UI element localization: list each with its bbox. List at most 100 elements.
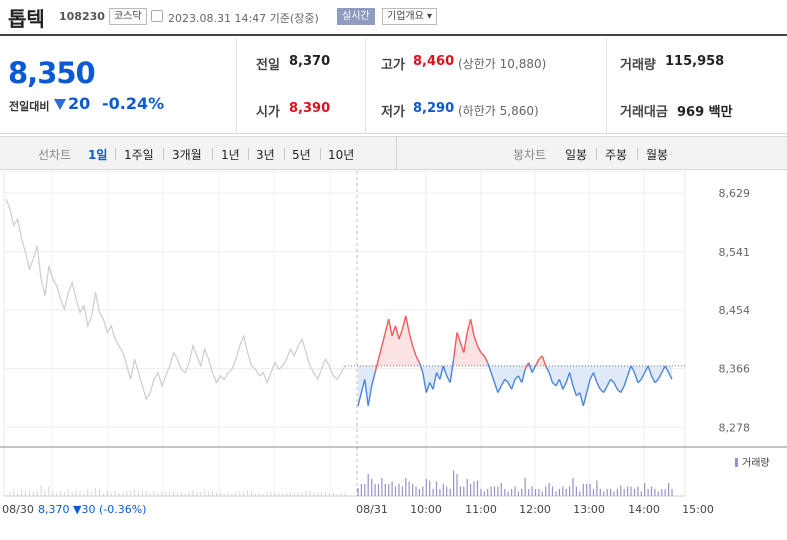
price-segment-up: [483, 355, 489, 363]
volume-bar: [367, 474, 369, 496]
toolbar-separator: [320, 148, 321, 160]
volume-bar: [391, 481, 393, 496]
volume-legend-label: 거래량: [742, 457, 770, 469]
volume-bar: [422, 486, 424, 496]
prev-day-close: 8,370: [38, 503, 73, 516]
price-segment-down: [510, 379, 516, 390]
price-segment-down: [429, 382, 434, 390]
volume-bar: [531, 486, 533, 496]
price-segment-down: [650, 375, 656, 383]
price-segment-up: [476, 345, 482, 353]
volume-bar: [95, 488, 97, 496]
volume-bar: [435, 481, 438, 496]
volume-bar: [589, 484, 591, 496]
volume-bar: [87, 489, 89, 496]
volume-label: 거래량: [620, 58, 656, 73]
volume-bar: [415, 486, 417, 496]
volume-bar: [456, 474, 458, 496]
y-tick-label: 8,541: [719, 246, 751, 259]
volume-bar: [569, 486, 571, 496]
volume-bar: [325, 492, 326, 496]
quote-timestamp: 2023.08.31 14:47 기준(장중): [168, 12, 319, 25]
period-1d[interactable]: 1일: [88, 148, 108, 162]
price-segment-down: [616, 388, 622, 394]
price-segment-up: [415, 355, 421, 363]
price-segment-up: [394, 325, 400, 340]
realtime-badge: 실시간: [337, 8, 375, 25]
volume-bar: [138, 491, 139, 496]
quote-panel: 8,350 전일대비 20 -0.24% 전일 8,370 시가 8,390 고…: [0, 38, 787, 134]
volume-bar: [548, 483, 550, 496]
volume-bar: [301, 493, 303, 496]
volume-bar: [251, 491, 252, 496]
volume-bar: [398, 484, 400, 496]
price-segment-down: [545, 365, 550, 373]
candle-daily[interactable]: 일봉: [565, 148, 588, 162]
plot-frame: [3, 171, 686, 497]
volume-bar: [25, 491, 26, 496]
period-3y[interactable]: 3년: [256, 148, 275, 162]
period-10y[interactable]: 10년: [328, 148, 355, 162]
candle-weekly[interactable]: 주봉: [605, 148, 628, 162]
volume-bar: [603, 491, 605, 496]
volume-bar: [650, 486, 653, 496]
chart-canvas: 8,629 8,541 8,454 8,366 8,278 거래량 08/30 08/31 10…: [0, 171, 787, 516]
volume-bar: [545, 486, 547, 496]
period-3m[interactable]: 3개월: [172, 148, 202, 162]
price-segment-down: [620, 385, 625, 393]
volume-bar: [357, 488, 359, 496]
volume-bar: [309, 491, 311, 496]
price-segment-down: [657, 372, 663, 380]
volume-bar: [534, 489, 537, 496]
y-tick-label: 8,454: [719, 304, 751, 317]
price-segment-up: [408, 332, 414, 347]
candle-chart-label: 봉차트: [513, 148, 547, 162]
period-1w[interactable]: 1주일: [124, 148, 154, 162]
volume-bar: [282, 494, 284, 496]
price-change: 20: [68, 94, 91, 113]
volume-bar: [286, 493, 288, 496]
volume-bar: [141, 491, 143, 496]
price-segment-up: [374, 359, 380, 373]
price-segment-up: [524, 362, 530, 370]
volume-bar: [575, 486, 577, 496]
volume-bar: [555, 491, 557, 496]
compare-label: 전일대비: [9, 100, 50, 113]
price-segment-down: [562, 382, 567, 390]
volume-bar: [514, 486, 516, 496]
price-segment-down: [490, 372, 496, 383]
x-tick-label: 08/30: [2, 503, 34, 516]
volume-bar: [328, 493, 330, 496]
volume-bar: [56, 493, 58, 496]
volume-bar: [470, 484, 472, 496]
trade-amount-value: 969 백만: [677, 105, 733, 120]
volume-bar: [442, 484, 444, 496]
volume-bar: [79, 491, 81, 496]
volume-bar: [538, 489, 540, 496]
price-segment-up: [391, 325, 397, 337]
volume-bar: [606, 489, 608, 496]
stock-name: 톱텍: [8, 7, 45, 31]
price-segment-down: [507, 382, 513, 390]
volume-bar: [332, 492, 334, 496]
volume-bar: [149, 493, 151, 496]
price-segment-down: [633, 372, 639, 383]
volume-bar: [504, 489, 506, 496]
price-segment-down: [360, 379, 366, 393]
period-1y[interactable]: 1년: [221, 148, 240, 162]
volume-bar: [664, 489, 666, 496]
volume-bar: [449, 489, 451, 496]
price-segment-down: [667, 372, 673, 380]
open-label: 시가: [256, 105, 280, 120]
intraday-chart[interactable]: 8,629 8,541 8,454 8,366 8,278 거래량 08/30 08/31 10…: [0, 171, 787, 540]
prev-day-pct: (-0.36%): [99, 503, 147, 516]
price-segment-down: [568, 372, 574, 387]
volume-bar: [476, 480, 479, 496]
company-overview-button[interactable]: 기업개요 ▾: [382, 8, 437, 25]
price-segment-down: [558, 379, 564, 390]
period-5y[interactable]: 5년: [292, 148, 311, 162]
candle-monthly[interactable]: 월봉: [646, 148, 669, 162]
volume-bar: [200, 492, 202, 496]
volume-bar: [446, 486, 448, 496]
volume-bar: [254, 494, 256, 496]
